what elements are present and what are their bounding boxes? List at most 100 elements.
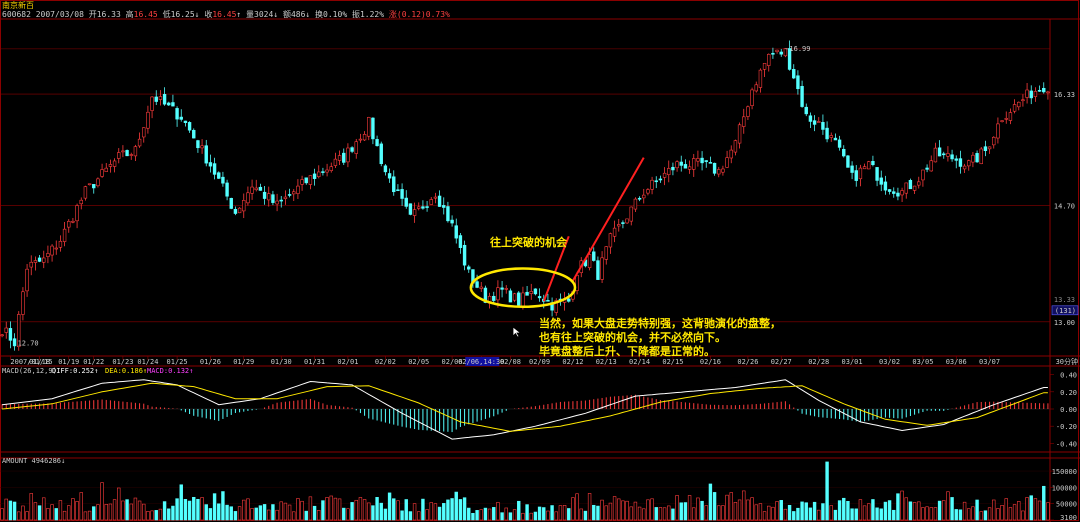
amount-bar <box>787 504 792 521</box>
amount-bar <box>587 493 592 521</box>
candle-down <box>812 120 817 125</box>
amount-bar <box>367 502 371 521</box>
stock-name-row: 南京新百 <box>2 1 34 11</box>
amount-bar <box>262 504 267 521</box>
amount-bar <box>675 495 679 521</box>
candle-down <box>492 295 496 301</box>
amount-bar <box>396 500 400 521</box>
amount-bar <box>292 511 296 521</box>
amount-bar <box>383 508 388 521</box>
candle-down <box>212 163 217 175</box>
amount-bar <box>725 494 729 521</box>
amount-bar <box>508 512 513 521</box>
candle-up <box>554 300 558 313</box>
candle-up <box>496 287 500 301</box>
amount-bar <box>350 502 354 521</box>
candle-up <box>200 145 204 149</box>
amount-bar <box>929 507 933 521</box>
candle-up <box>358 138 363 141</box>
candle-down <box>454 225 458 239</box>
amount-bar <box>579 508 583 521</box>
candle-down <box>517 292 521 306</box>
amount-bar <box>379 502 383 521</box>
candle-up <box>275 200 279 205</box>
vol-label: 量 <box>246 10 255 19</box>
candle-up <box>133 146 138 157</box>
candle-down <box>483 287 488 303</box>
amount-bar <box>921 507 925 521</box>
amount-bar <box>812 501 817 521</box>
amount-bar <box>1004 498 1008 521</box>
amount-bar <box>46 508 50 521</box>
candle-up <box>1046 91 1050 94</box>
candle-down <box>704 160 708 162</box>
amount-bar <box>183 499 188 521</box>
candle-up <box>250 186 254 194</box>
amount-bar <box>200 497 204 521</box>
candle-up <box>1008 112 1013 121</box>
amount-bar <box>954 509 958 521</box>
candle-down <box>221 176 225 184</box>
x-tick-label: 02/01 <box>337 358 358 366</box>
amount-bar <box>942 500 946 521</box>
amount-bar <box>1012 504 1017 521</box>
candle-up <box>1012 104 1017 112</box>
candle-down <box>1029 90 1033 99</box>
candle-up <box>29 261 33 268</box>
candle-down <box>442 205 446 208</box>
amount-bar <box>750 497 754 521</box>
candle-up <box>46 253 50 257</box>
candle-up <box>108 164 113 167</box>
candle-down <box>192 129 196 139</box>
amount-bar <box>604 505 608 521</box>
amount-bar <box>275 509 279 521</box>
price-y-tick: 14.70 <box>1054 203 1075 211</box>
quote-info-row: 600682 2007/03/08 开16.33 高16.45 低16.25↓ … <box>2 10 450 19</box>
candle-up <box>862 166 867 170</box>
macd-hist-label: MACD:0.132↑ <box>147 367 193 375</box>
price-y-tick: 16.33 <box>1054 91 1075 99</box>
amount-bar <box>696 497 700 521</box>
amount-bar <box>229 506 233 521</box>
amount-bar <box>967 508 971 521</box>
candle-up <box>333 158 338 166</box>
candle-up <box>412 209 417 216</box>
amount-bar <box>79 492 83 521</box>
x-tick-label: 03/02 <box>879 358 900 366</box>
amount-bar <box>29 493 33 521</box>
candle-up <box>21 291 25 315</box>
amount-bar <box>421 498 425 521</box>
amount-bar <box>42 497 46 521</box>
candle-up <box>762 63 767 70</box>
candle-up <box>337 155 342 161</box>
amount-bar <box>608 502 613 521</box>
candle-down <box>592 251 596 261</box>
candle-down <box>942 153 946 156</box>
amount-bar <box>558 505 563 521</box>
candle-down <box>400 189 404 199</box>
amount-bar <box>475 510 479 521</box>
x-tick-label: 01/26 <box>200 358 221 366</box>
amount-bar <box>392 498 396 521</box>
candle-down <box>679 161 683 166</box>
amount-bar <box>746 499 750 521</box>
amount-bar <box>279 501 283 521</box>
amount-bar <box>708 483 713 521</box>
amount-bar <box>517 500 521 521</box>
amount-bar <box>983 510 988 521</box>
amount-bar <box>1000 505 1004 521</box>
candle-down <box>654 180 658 183</box>
amount-bar <box>233 511 238 521</box>
candle-up <box>933 147 938 163</box>
candle-up <box>642 194 646 199</box>
candle-down <box>833 137 838 141</box>
x-tick-highlight <box>465 357 500 366</box>
candle-up <box>325 169 329 173</box>
amount-bar <box>837 500 842 521</box>
amount-bar <box>933 507 938 521</box>
candle-up <box>0 334 4 337</box>
amount-bar <box>962 501 967 521</box>
candle-up <box>317 171 321 177</box>
amount-bar <box>1037 500 1042 521</box>
